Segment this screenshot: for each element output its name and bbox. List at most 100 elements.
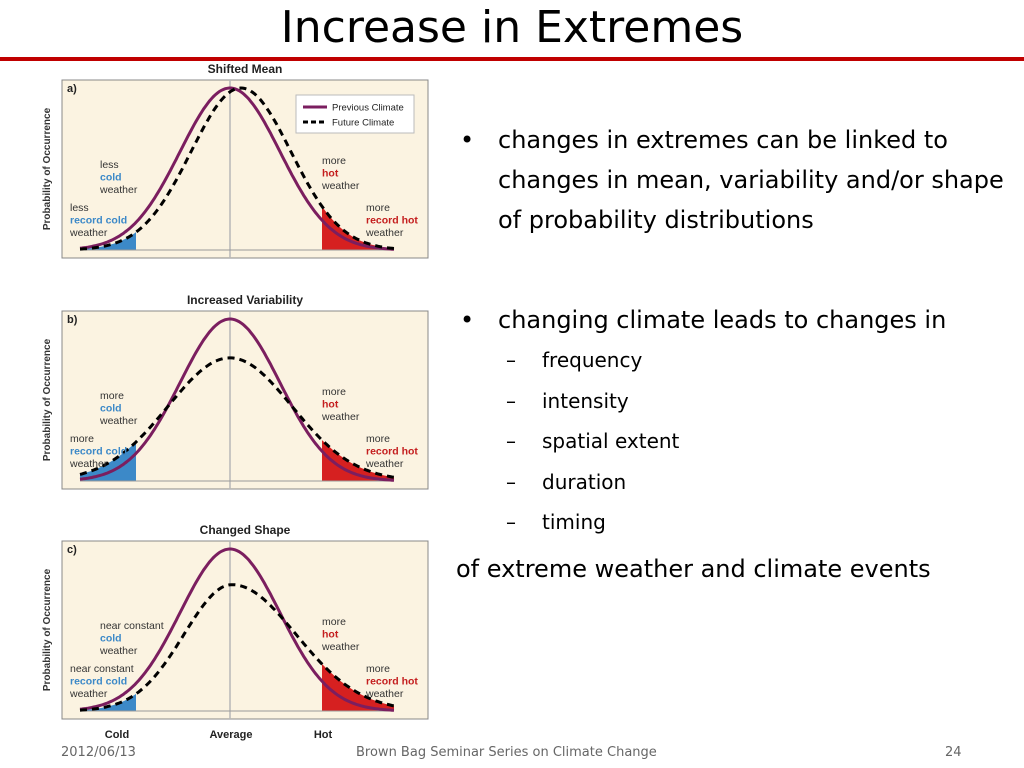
cold-weather-label: more cold weather xyxy=(99,390,138,427)
hot-weather-label-line: more xyxy=(322,386,346,398)
legend-previous-label: Previous Climate xyxy=(332,103,404,114)
hot-tail-fill xyxy=(322,440,394,481)
record-cold-label: near constant record cold weather xyxy=(69,663,134,700)
hot-weather-label-line: weather xyxy=(321,641,360,653)
panel-letter: c) xyxy=(67,544,77,556)
cold-weather-label-line: cold xyxy=(100,633,122,645)
record-hot-label-line: weather xyxy=(365,458,404,470)
cold-weather-label-line: cold xyxy=(100,403,122,415)
cold-weather-label-line: cold xyxy=(100,172,122,184)
panel-chart: Increased Variability Probability of Occu… xyxy=(42,293,429,490)
hot-weather-label-line: weather xyxy=(321,411,360,423)
bullet-text: changes in extremes can be linked to cha… xyxy=(498,126,1004,234)
bullet-list: • changes in extremes can be linked to ch… xyxy=(456,120,1016,589)
record-hot-label-line: more xyxy=(366,202,390,214)
record-cold-label-line: near constant xyxy=(70,663,134,675)
bullet-item: • changes in extremes can be linked to ch… xyxy=(460,126,1004,234)
sub-bullet-item: – frequency xyxy=(506,348,643,372)
hot-weather-label: more hot weather xyxy=(321,386,360,423)
sub-bullet-text: duration xyxy=(542,469,627,494)
cold-weather-label-line: weather xyxy=(99,184,138,196)
x-axis-labels: Cold Average Hot xyxy=(40,729,432,745)
record-hot-label-line: record hot xyxy=(366,215,418,227)
hot-weather-label-line: weather xyxy=(321,180,360,192)
panel-changed-shape: Changed Shape Probability of Occurrence c)… xyxy=(40,521,432,739)
sub-bullet-item: – intensity xyxy=(506,388,629,413)
hot-weather-label-line: hot xyxy=(322,168,339,180)
previous-climate-curve xyxy=(79,547,395,712)
record-cold-label-line: less xyxy=(70,202,89,214)
hot-weather-label-line: hot xyxy=(322,629,339,641)
panel-title: Increased Variability xyxy=(187,293,303,307)
panel-chart: Changed Shape Probability of Occurrence c)… xyxy=(42,523,429,720)
record-cold-label-line: record cold xyxy=(70,446,127,458)
panel-title: Changed Shape xyxy=(200,523,291,537)
footer-date: 2012/06/13 xyxy=(61,745,136,760)
record-cold-label-line: weather xyxy=(69,688,108,700)
title-divider xyxy=(0,57,1024,61)
previous-climate-curve xyxy=(79,86,395,251)
record-cold-label-line: weather xyxy=(69,227,108,239)
slide-title: Increase in Extremes xyxy=(280,2,744,53)
cold-weather-label-line: weather xyxy=(99,645,138,657)
x-axis-label-cold: Cold xyxy=(104,729,130,741)
sub-bullet-item: – timing xyxy=(506,510,606,534)
y-axis-label: Probability of Occurrence xyxy=(42,338,53,461)
footer-series-title: Brown Bag Seminar Series on Climate Chan… xyxy=(356,745,657,760)
record-cold-label: more record cold weather xyxy=(69,433,127,470)
record-hot-label-line: record hot xyxy=(366,446,418,458)
hot-weather-label-line: hot xyxy=(322,399,339,411)
sub-bullet-item: – duration xyxy=(506,469,627,494)
hot-weather-label-line: more xyxy=(322,616,346,628)
cold-weather-label-line: more xyxy=(100,390,124,402)
cold-weather-label: near constant cold weather xyxy=(99,620,164,657)
future-climate-curve xyxy=(79,583,395,712)
cold-tail-fill xyxy=(80,693,136,711)
previous-climate-curve xyxy=(79,317,395,482)
footer-page-number: 24 xyxy=(945,745,962,760)
record-hot-label-line: record hot xyxy=(366,676,418,688)
panel-shifted-mean: Shifted Mean Probability of Occurrence a) l… xyxy=(40,60,432,278)
panel-increased-variability: Increased Variability Probability of Occu… xyxy=(40,291,432,509)
record-hot-label: more record hot weather xyxy=(365,663,418,700)
record-cold-label-line: more xyxy=(70,433,94,445)
record-hot-label-line: weather xyxy=(365,688,404,700)
x-axis-label-average: Average xyxy=(209,729,253,741)
bullet-text: changing climate leads to changes in xyxy=(498,306,947,334)
x-axis-label-hot: Hot xyxy=(313,729,333,741)
record-cold-label-line: record cold xyxy=(70,676,127,688)
legend-future-label: Future Climate xyxy=(332,118,394,129)
future-climate-curve xyxy=(79,356,395,479)
record-hot-label: more record hot weather xyxy=(365,433,418,470)
legend-box xyxy=(295,94,415,134)
record-hot-label-line: more xyxy=(366,433,390,445)
sub-bullet-item: – spatial extent xyxy=(506,429,680,453)
panel-letter: b) xyxy=(67,314,78,326)
legend: Previous Climate Future Climate xyxy=(295,94,415,134)
hot-tail-fill xyxy=(322,664,394,711)
record-cold-label: less record cold weather xyxy=(69,202,127,239)
hot-tail-fill xyxy=(322,206,394,250)
hot-weather-label: more hot weather xyxy=(321,155,360,192)
cold-weather-label-line: near constant xyxy=(100,620,164,632)
panel-letter: a) xyxy=(67,83,77,95)
record-cold-label-line: weather xyxy=(69,458,108,470)
sub-bullet-text: spatial extent xyxy=(542,429,680,453)
record-hot-label-line: weather xyxy=(365,227,404,239)
record-cold-label-line: record cold xyxy=(70,215,127,227)
sub-bullet-text: timing xyxy=(542,510,606,534)
sub-bullet-text: frequency xyxy=(542,348,643,372)
bullet-item: • changing climate leads to changes in xyxy=(460,306,947,334)
cold-tail-fill xyxy=(80,232,136,250)
y-axis-label: Probability of Occurrence xyxy=(42,568,53,691)
panel-chart: Shifted Mean Probability of Occurrence a) l… xyxy=(42,62,429,259)
closing-text: of extreme weather and climate events xyxy=(456,554,931,583)
cold-weather-label-line: weather xyxy=(99,415,138,427)
hot-weather-label: more hot weather xyxy=(321,616,360,653)
record-hot-label-line: more xyxy=(366,663,390,675)
sub-bullet-text: intensity xyxy=(542,388,629,413)
panel-title: Shifted Mean xyxy=(208,62,283,76)
cold-weather-label: less cold weather xyxy=(99,159,138,196)
record-hot-label: more record hot weather xyxy=(365,202,418,239)
plot-area xyxy=(61,540,429,720)
